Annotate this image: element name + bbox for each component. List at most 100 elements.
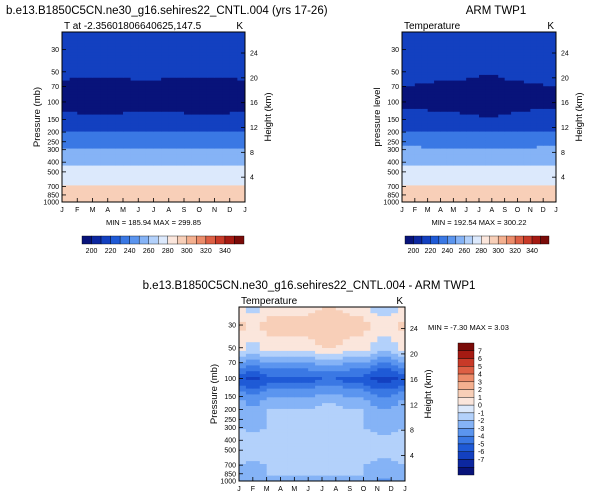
- heatmap-cell: [191, 182, 200, 186]
- heatmap-cell: [315, 376, 323, 380]
- heatmap-cell: [259, 312, 268, 317]
- heatmap-cell: [408, 173, 416, 177]
- heatmap-cell: [408, 91, 416, 95]
- colorbar-label: -4: [478, 434, 484, 441]
- heatmap-cell: [294, 365, 302, 369]
- heatmap-cell: [543, 145, 550, 149]
- heatmap-cell: [315, 466, 323, 470]
- heatmap-cell: [543, 100, 550, 104]
- heatmap-cell: [252, 452, 261, 456]
- heatmap-cell: [335, 417, 344, 421]
- heatmap-cell: [280, 353, 288, 357]
- heatmap-cell: [294, 434, 302, 438]
- heatmap-cell: [440, 51, 448, 56]
- heatmap-cell: [459, 193, 467, 197]
- heatmap-cell: [402, 51, 409, 56]
- heatmap-cell: [138, 83, 147, 87]
- heatmap-cell: [421, 168, 429, 172]
- heatmap-cell: [237, 83, 246, 87]
- heatmap-cell: [92, 51, 101, 56]
- heatmap-cell: [485, 91, 493, 95]
- heatmap-cell: [335, 333, 344, 337]
- heatmap-cell: [414, 182, 422, 186]
- heatmap-cell: [153, 74, 162, 78]
- heatmap-cell: [239, 440, 247, 444]
- y-right-tick-label: 8: [250, 150, 254, 157]
- heatmap-cell: [427, 151, 435, 155]
- heatmap-cell: [543, 142, 550, 146]
- heatmap-cell: [543, 77, 550, 81]
- heatmap-cell: [349, 446, 357, 450]
- heatmap-cell: [328, 423, 337, 427]
- heatmap-cell: [84, 63, 93, 67]
- heatmap-cell: [349, 309, 357, 314]
- heatmap-cell: [322, 373, 330, 377]
- heatmap-cell: [349, 318, 357, 322]
- heatmap-cell: [237, 74, 246, 78]
- heatmap-cell: [549, 37, 557, 41]
- heatmap-cell: [191, 83, 200, 87]
- heatmap-cell: [459, 91, 467, 95]
- heatmap-cell: [530, 57, 538, 61]
- heatmap-cell: [138, 111, 147, 115]
- heatmap-cell: [153, 151, 162, 155]
- heatmap-cell: [363, 449, 371, 453]
- heatmap-cell: [245, 309, 254, 314]
- heatmap-cell: [398, 321, 406, 325]
- heatmap-cell: [161, 97, 170, 101]
- heatmap-cell: [322, 449, 330, 453]
- heatmap-cell: [69, 156, 78, 160]
- heatmap-cell: [459, 66, 467, 70]
- heatmap-cell: [214, 71, 223, 75]
- heatmap-cell: [168, 37, 177, 41]
- heatmap-cell: [92, 193, 101, 197]
- heatmap-cell: [168, 139, 177, 143]
- heatmap-cell: [408, 74, 416, 78]
- heatmap-cell: [294, 321, 302, 325]
- heatmap-cell: [453, 83, 461, 87]
- heatmap-cell: [414, 122, 422, 126]
- heatmap-cell: [391, 440, 399, 444]
- heatmap-cell: [62, 49, 71, 53]
- heatmap-cell: [184, 94, 193, 98]
- heatmap-cell: [191, 66, 200, 70]
- heatmap-cell: [398, 402, 406, 406]
- heatmap-cell: [245, 391, 254, 395]
- heatmap-cell: [530, 46, 538, 50]
- heatmap-cell: [308, 312, 316, 317]
- heatmap-cell: [356, 338, 364, 343]
- heatmap-cell: [206, 182, 215, 186]
- heatmap-cell: [214, 190, 223, 194]
- heatmap-cell: [245, 333, 254, 337]
- heatmap-cell: [130, 54, 139, 58]
- heatmap-cell: [349, 457, 357, 462]
- heatmap-cell: [440, 83, 448, 87]
- heatmap-cell: [294, 367, 302, 372]
- heatmap-cell: [434, 49, 441, 53]
- heatmap-cell: [259, 428, 268, 433]
- heatmap-cell: [229, 51, 238, 56]
- heatmap-cell: [479, 80, 486, 84]
- heatmap-cell: [315, 341, 323, 346]
- heatmap-cell: [342, 454, 351, 459]
- heatmap-cell: [259, 475, 268, 479]
- heatmap-cell: [245, 414, 254, 418]
- heatmap-cell: [349, 382, 357, 386]
- heatmap-cell: [523, 117, 531, 121]
- heatmap-cell: [363, 321, 371, 325]
- heatmap-cell: [446, 51, 454, 56]
- heatmap-cell: [308, 391, 316, 395]
- heatmap-cell: [491, 196, 499, 200]
- heatmap-cell: [199, 102, 208, 107]
- heatmap-cell: [239, 408, 247, 412]
- heatmap-cell: [466, 40, 473, 44]
- heatmap-cell: [543, 139, 550, 143]
- y-tick-label: 70: [391, 84, 399, 91]
- heatmap-cell: [530, 43, 538, 47]
- heatmap-cell: [459, 142, 467, 146]
- heatmap-cell: [252, 434, 261, 438]
- heatmap-cell: [356, 423, 364, 427]
- heatmap-cell: [130, 145, 139, 149]
- heatmap-cell: [498, 46, 506, 50]
- heatmap-cell: [138, 100, 147, 104]
